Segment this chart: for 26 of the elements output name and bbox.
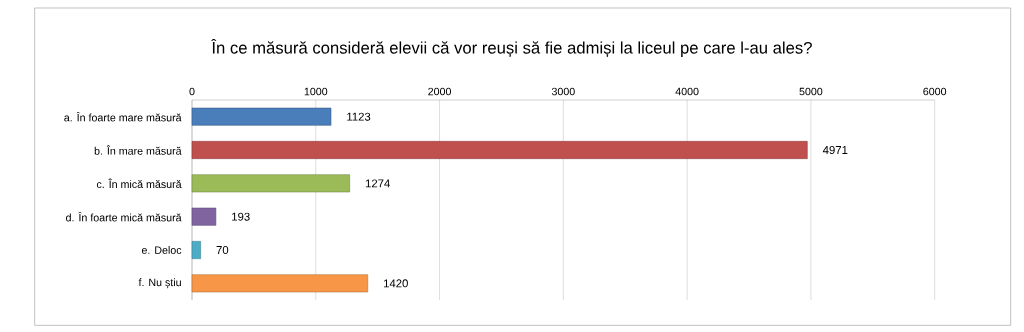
- y-tick-label: f. Nu știu: [138, 278, 181, 289]
- x-tick-label: 5000: [799, 87, 823, 96]
- x-tick-label: 6000: [923, 87, 947, 96]
- y-tick-label: b. În mare măsură: [94, 145, 182, 155]
- bar: [191, 141, 808, 159]
- bar: [191, 241, 201, 259]
- y-tick-label: e. Deloc: [141, 246, 182, 254]
- y-tick-label: c. În mică măsură: [96, 178, 182, 189]
- data-label: 1274: [365, 179, 390, 188]
- x-tick-label: 3000: [551, 87, 575, 96]
- bar: [191, 174, 350, 193]
- x-tick-label: 4000: [675, 87, 699, 96]
- data-label: 1420: [384, 279, 408, 288]
- x-tick-label: 1000: [304, 87, 328, 96]
- bar: [191, 274, 369, 293]
- bar: [191, 207, 217, 226]
- x-tick-label: 0: [189, 87, 195, 96]
- bar: [191, 107, 332, 126]
- y-tick-label: d. În foarte mică măsură: [66, 211, 182, 222]
- data-label: 70: [216, 246, 229, 255]
- data-label: 193: [232, 212, 250, 221]
- data-label: 1123: [347, 112, 371, 121]
- x-tick-label: 2000: [428, 87, 452, 96]
- y-tick-label: a. În foarte mare măsură: [64, 111, 182, 122]
- data-label: 4971: [822, 146, 848, 155]
- chart-title: În ce măsură consideră elevii că vor reuși să fie admiși la liceul pe care l-au ales?: [211, 38, 812, 58]
